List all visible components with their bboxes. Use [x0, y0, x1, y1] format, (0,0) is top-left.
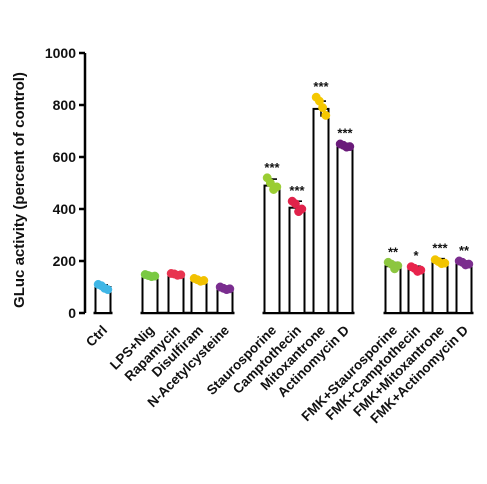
x-axis-labels: CtrlLPS+NigRapamycinDisulfiramN-Acetylcy…	[83, 322, 471, 426]
bar	[407, 268, 425, 315]
bar	[455, 262, 473, 315]
data-point	[225, 284, 235, 294]
bar	[263, 184, 281, 315]
data-point	[345, 142, 355, 152]
data-point	[318, 103, 328, 113]
data-point	[103, 285, 113, 295]
data-point	[272, 182, 282, 192]
bar	[384, 265, 402, 315]
y-tick-label: 0	[68, 305, 76, 321]
bar	[141, 274, 159, 315]
data-point	[321, 110, 331, 120]
bar	[312, 107, 330, 315]
y-tick-label: 400	[53, 201, 77, 217]
data-point	[199, 276, 209, 285]
data-points	[93, 92, 474, 295]
significance-label: *	[413, 248, 419, 263]
y-tick-label: 1000	[45, 45, 76, 61]
y-tick-label: 600	[53, 149, 77, 165]
bar	[288, 206, 306, 314]
y-tick-label: 800	[53, 97, 77, 113]
x-tick-label: Ctrl	[83, 323, 110, 350]
bar	[431, 261, 449, 314]
bar	[167, 273, 185, 314]
significance-label: ***	[313, 79, 329, 94]
data-point	[297, 204, 307, 214]
y-tick-label: 200	[53, 253, 77, 269]
significance-label: ***	[264, 160, 280, 175]
significance-label: **	[459, 243, 470, 258]
bars	[94, 100, 473, 315]
significance-label: ***	[432, 241, 448, 256]
data-point	[440, 258, 450, 268]
data-point	[393, 261, 403, 271]
data-point	[290, 199, 300, 209]
y-axis-label: GLuc activity (percent of control)	[11, 72, 28, 308]
bar	[336, 145, 354, 314]
data-point	[150, 271, 160, 281]
data-point	[464, 259, 474, 269]
significance-label: ***	[289, 183, 305, 198]
significance-labels: ************** **** **	[264, 79, 470, 263]
significance-label: ***	[337, 125, 353, 140]
significance-label: **	[388, 244, 399, 259]
data-point	[416, 265, 426, 275]
data-point	[176, 270, 186, 280]
